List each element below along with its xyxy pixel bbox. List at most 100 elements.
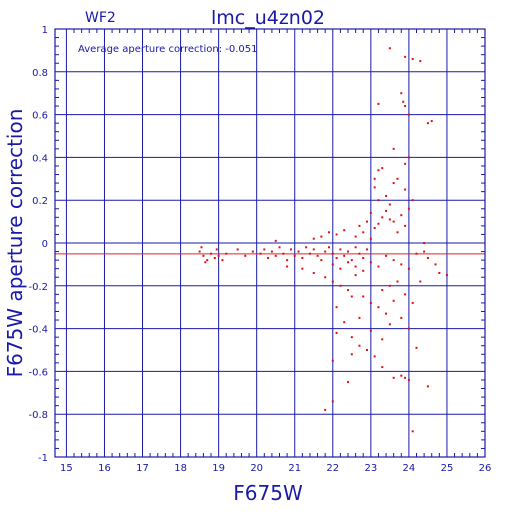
data-point — [407, 207, 410, 210]
data-point — [392, 376, 395, 379]
data-point — [415, 252, 418, 255]
data-point — [402, 100, 405, 103]
data-point — [404, 376, 407, 379]
x-tick-label: 22 — [326, 463, 339, 474]
y-tick-label: 0.8 — [32, 68, 48, 79]
data-point — [339, 267, 342, 270]
data-point — [301, 267, 304, 270]
data-point — [312, 271, 315, 274]
y-tick-label: -1 — [38, 453, 48, 464]
data-point — [411, 57, 414, 60]
data-point — [373, 227, 376, 230]
data-point — [354, 246, 357, 249]
x-tick-labels: 15 16 17 18 19 20 21 22 23 24 25 26 — [60, 463, 491, 474]
data-point — [335, 233, 338, 236]
data-point — [282, 252, 285, 255]
data-point — [373, 177, 376, 180]
x-tick-label: 25 — [441, 463, 454, 474]
data-point — [400, 214, 403, 217]
data-point — [366, 349, 369, 351]
data-point — [400, 316, 403, 319]
data-point — [426, 256, 429, 259]
y-tick-label: 0 — [42, 239, 48, 250]
data-point — [419, 280, 422, 283]
x-tick-label: 17 — [136, 463, 149, 474]
data-point — [339, 248, 342, 251]
data-point — [343, 254, 346, 257]
y-tick-label: 0.2 — [32, 196, 48, 207]
data-point — [362, 231, 365, 234]
data-point — [213, 256, 216, 259]
data-point — [358, 344, 361, 347]
y-tick-label: -0.6 — [28, 367, 48, 378]
data-point — [404, 293, 407, 296]
data-point — [377, 102, 380, 105]
x-tick-label: 20 — [250, 463, 263, 474]
data-point — [347, 250, 350, 253]
data-point — [423, 242, 426, 244]
data-point — [206, 259, 209, 262]
data-point — [350, 353, 353, 356]
data-point — [385, 194, 388, 197]
data-point — [377, 265, 380, 268]
data-point — [358, 316, 361, 319]
data-point — [430, 120, 433, 123]
y-tick-label: 1 — [42, 25, 48, 36]
data-point — [278, 246, 281, 249]
data-point — [377, 169, 380, 172]
data-point — [350, 295, 353, 298]
data-point — [204, 261, 207, 264]
data-point — [388, 323, 391, 326]
data-point — [354, 265, 357, 268]
data-point — [225, 252, 228, 255]
plot-frame — [54, 28, 486, 458]
x-tick-label: 26 — [479, 463, 492, 474]
data-point — [289, 248, 292, 251]
data-point — [335, 256, 338, 259]
data-point — [419, 60, 422, 63]
data-point — [426, 122, 429, 125]
data-point — [324, 276, 327, 279]
data-point — [267, 256, 270, 259]
data-point — [312, 237, 315, 240]
data-point — [362, 256, 365, 259]
data-point — [312, 248, 315, 251]
data-point — [259, 252, 262, 255]
data-point — [404, 105, 407, 108]
x-tick-label: 24 — [403, 463, 416, 474]
x-tick-label: 21 — [288, 463, 301, 474]
data-point — [286, 265, 289, 268]
data-point — [362, 295, 365, 298]
data-point — [286, 259, 289, 262]
x-tick-label: 18 — [174, 463, 187, 474]
y-tick-label: 0.6 — [32, 111, 48, 122]
data-point — [434, 263, 437, 266]
data-point — [404, 55, 407, 58]
data-point — [293, 254, 296, 257]
data-point — [388, 284, 391, 287]
data-point — [274, 254, 277, 257]
x-tick-label: 16 — [98, 463, 111, 474]
data-point — [407, 267, 410, 270]
data-point — [369, 212, 372, 215]
data-point — [396, 231, 399, 234]
data-point — [335, 306, 338, 309]
data-point — [396, 280, 399, 283]
data-point — [347, 289, 350, 292]
data-point — [369, 237, 372, 240]
data-point — [385, 209, 388, 212]
data-point — [407, 113, 410, 116]
data-point — [366, 220, 369, 223]
data-point — [388, 218, 391, 221]
y-axis-label: F675W aperture correction — [3, 109, 27, 378]
data-point — [381, 366, 384, 369]
data-point — [251, 250, 254, 253]
data-point — [354, 274, 357, 277]
x-tick-label: 15 — [60, 463, 73, 474]
data-point — [270, 250, 273, 253]
y-tick-label: -0.4 — [28, 325, 48, 336]
data-point — [407, 378, 410, 381]
data-points — [198, 47, 448, 433]
data-point — [217, 254, 220, 257]
data-point — [385, 254, 388, 257]
